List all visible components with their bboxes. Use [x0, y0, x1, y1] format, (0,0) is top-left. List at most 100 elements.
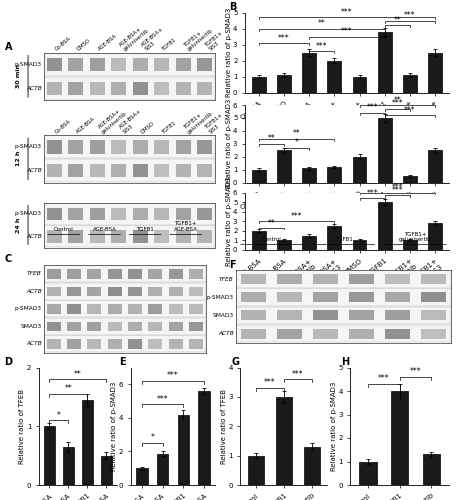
- Text: ***: ***: [167, 372, 179, 380]
- Y-axis label: Relative ratio of p-SMAD3: Relative ratio of p-SMAD3: [225, 176, 231, 266]
- Bar: [68, 208, 83, 220]
- Bar: [175, 82, 191, 95]
- Bar: [175, 164, 191, 177]
- Bar: [420, 274, 446, 284]
- Bar: [302, 236, 316, 250]
- Bar: [133, 208, 147, 220]
- Bar: [47, 322, 61, 331]
- Text: ACTB: ACTB: [26, 341, 42, 346]
- Text: TGFB1: TGFB1: [162, 120, 178, 134]
- Bar: [353, 240, 366, 250]
- Text: DMSO: DMSO: [140, 120, 156, 134]
- Text: Control: Control: [54, 227, 74, 232]
- Bar: [133, 164, 147, 177]
- Bar: [63, 447, 74, 485]
- Bar: [420, 310, 446, 320]
- Bar: [277, 292, 302, 302]
- Text: ***: ***: [341, 8, 353, 17]
- Bar: [68, 58, 83, 71]
- Bar: [87, 304, 101, 314]
- Text: ***: ***: [157, 395, 169, 404]
- Bar: [277, 274, 302, 284]
- Text: ACTB: ACTB: [218, 331, 234, 336]
- Bar: [148, 304, 163, 314]
- Bar: [128, 286, 142, 296]
- Bar: [44, 266, 206, 282]
- Text: ***: ***: [291, 212, 302, 221]
- Bar: [197, 140, 212, 153]
- Bar: [47, 304, 61, 314]
- Text: SMAD3: SMAD3: [21, 324, 42, 329]
- Bar: [198, 391, 210, 485]
- Bar: [87, 322, 101, 331]
- Y-axis label: Relative ratio of p-SMAD3: Relative ratio of p-SMAD3: [331, 382, 337, 471]
- Bar: [47, 82, 62, 95]
- Bar: [111, 82, 126, 95]
- Text: ACTB: ACTB: [26, 289, 42, 294]
- Bar: [44, 53, 215, 76]
- Bar: [157, 454, 168, 485]
- Text: TGFB1: TGFB1: [162, 37, 178, 52]
- Bar: [154, 58, 169, 71]
- Bar: [423, 454, 440, 485]
- Y-axis label: Relative ratio of p-SMAD3: Relative ratio of p-SMAD3: [225, 8, 231, 97]
- Text: p-SMAD3: p-SMAD3: [15, 144, 42, 150]
- Bar: [87, 286, 101, 296]
- Text: AGE-BSA: AGE-BSA: [76, 116, 97, 134]
- Bar: [154, 82, 169, 95]
- Bar: [128, 322, 142, 331]
- Text: ***: ***: [392, 186, 403, 195]
- Text: **: **: [267, 218, 275, 228]
- Bar: [277, 328, 302, 338]
- Bar: [90, 82, 105, 95]
- Bar: [154, 140, 169, 153]
- Bar: [90, 208, 105, 220]
- Bar: [90, 164, 105, 177]
- Bar: [154, 208, 169, 220]
- Bar: [154, 164, 169, 177]
- Bar: [304, 447, 320, 485]
- Bar: [313, 310, 338, 320]
- Bar: [169, 286, 183, 296]
- Bar: [133, 82, 147, 95]
- Bar: [359, 462, 376, 485]
- Bar: [101, 456, 112, 485]
- Bar: [236, 306, 451, 324]
- Bar: [236, 270, 451, 288]
- Bar: [67, 339, 81, 348]
- Text: Co-BSA: Co-BSA: [54, 36, 72, 52]
- Bar: [67, 304, 81, 314]
- Bar: [349, 310, 374, 320]
- Bar: [302, 52, 316, 92]
- Text: TFEB: TFEB: [219, 276, 234, 281]
- Bar: [189, 339, 203, 348]
- Text: TGFB1+
galunisertib: TGFB1+ galunisertib: [183, 24, 214, 52]
- Text: D: D: [5, 357, 12, 367]
- Bar: [197, 164, 212, 177]
- Bar: [111, 164, 126, 177]
- Text: TGFB1: TGFB1: [136, 227, 154, 232]
- Bar: [82, 400, 93, 485]
- Text: AGE-BSA: AGE-BSA: [93, 227, 116, 232]
- Text: TGFB1+
galunisertib: TGFB1+ galunisertib: [399, 232, 431, 242]
- Text: TFEB: TFEB: [27, 271, 42, 276]
- Bar: [252, 170, 266, 182]
- Bar: [68, 164, 83, 177]
- Text: TGFB1: TGFB1: [335, 238, 352, 242]
- Text: TGFB1+
SIS3: TGFB1+ SIS3: [205, 112, 228, 134]
- Bar: [197, 82, 212, 95]
- Bar: [44, 76, 215, 100]
- Bar: [68, 82, 83, 95]
- Text: AGE-BSA: AGE-BSA: [97, 34, 118, 52]
- Bar: [169, 339, 183, 348]
- Text: ***: ***: [341, 27, 353, 36]
- Bar: [148, 322, 163, 331]
- Text: Control: Control: [262, 238, 282, 242]
- Bar: [108, 286, 122, 296]
- Bar: [178, 414, 189, 485]
- Bar: [44, 336, 206, 352]
- Bar: [175, 230, 191, 242]
- Text: ACTB: ACTB: [26, 168, 42, 173]
- Text: B: B: [229, 2, 236, 12]
- Bar: [349, 274, 374, 284]
